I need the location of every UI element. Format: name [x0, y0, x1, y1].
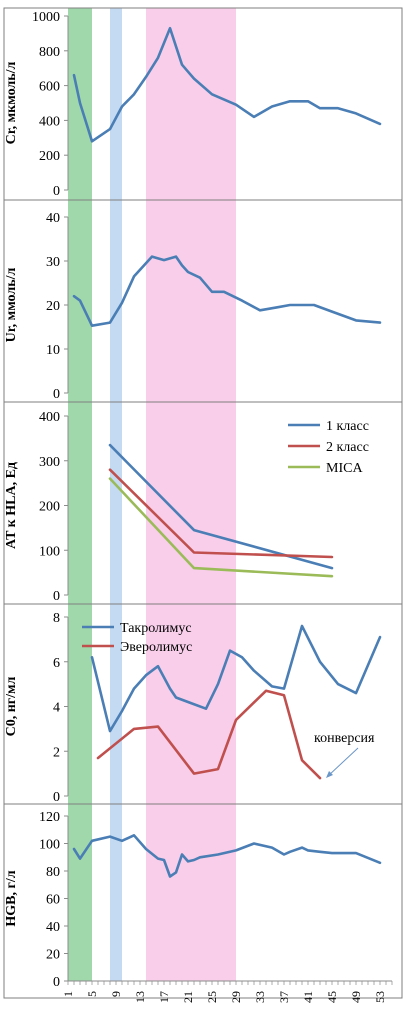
y-tick-label: 60	[46, 893, 60, 908]
legend-label: 1 класс	[326, 419, 369, 434]
y-tick-label: 20	[46, 299, 60, 314]
legend-label: Такролимус	[120, 621, 192, 636]
y-tick-label: 0	[53, 975, 60, 990]
y-tick-label: 80	[46, 865, 60, 880]
y-tick-label: 120	[39, 810, 60, 825]
x-tick-label: 21	[181, 991, 195, 1003]
legend: Такролимус Эверолимус	[82, 621, 192, 655]
y-tick-label: 0	[53, 184, 60, 199]
legend-label: Эверолимус	[120, 640, 192, 655]
y-tick-label: 2	[53, 745, 60, 760]
highlight-band	[68, 8, 92, 981]
annotation-label: конверсия	[314, 731, 375, 746]
series-line	[108, 477, 334, 578]
y-tick-label: 6	[53, 656, 60, 671]
y-tick-label: 200	[39, 500, 60, 515]
series-line	[72, 26, 382, 143]
series-line	[96, 689, 322, 780]
legend: 1 класс 2 класс MICA	[288, 419, 369, 476]
y-tick-label: 100	[39, 838, 60, 853]
y-tick-label: 300	[39, 455, 60, 470]
x-tick-label: 49	[349, 991, 363, 1003]
x-tick-label: 45	[325, 991, 339, 1003]
series-line	[90, 624, 382, 733]
y-tick-label: 0	[53, 790, 60, 805]
panel-frame	[3, 803, 403, 999]
y-tick-label: 0	[53, 589, 60, 604]
chart-panel: 0 2 4 6 8 C0, нг/мл Такролимус Эверолимус конвер…	[3, 603, 403, 805]
y-tick-label: 800	[39, 45, 60, 60]
x-tick-label: 41	[301, 991, 315, 1003]
series-line	[72, 255, 382, 328]
x-tick-label: 29	[229, 991, 243, 1003]
annotation-arrowhead	[326, 771, 333, 778]
chart-panel: 0 10 20 30 40 Ur, ммоль/л	[3, 199, 403, 403]
series-line	[72, 833, 382, 878]
y-tick-label: 100	[39, 544, 60, 559]
y-axis-label: C0, нг/мл	[4, 676, 19, 736]
chart-panel: 0 200 400 600 800 1000 Cr, мкмоль/л	[3, 7, 403, 201]
x-axis: 1 5 9 13 17 21 25 29 33 37 41 45 49 53	[61, 980, 393, 1003]
x-tick-label: 9	[109, 991, 123, 997]
y-tick-label: 4	[53, 701, 60, 716]
x-tick-label: 37	[277, 991, 291, 1003]
x-tick-label: 13	[133, 991, 147, 1003]
x-tick-label: 25	[205, 991, 219, 1003]
y-tick-label: 40	[46, 211, 60, 226]
x-tick-label: 33	[253, 991, 267, 1003]
y-tick-label: 600	[39, 80, 60, 95]
y-tick-label: 400	[39, 410, 60, 425]
x-tick-label: 17	[157, 991, 171, 1003]
x-tick-label: 53	[373, 991, 387, 1003]
x-tick-label: 5	[85, 991, 99, 997]
y-axis-label: HGB, г/л	[4, 870, 19, 926]
x-tick-label: 1	[61, 991, 75, 997]
y-axis-label: Cr, мкмоль/л	[4, 61, 19, 144]
series-line	[108, 468, 334, 559]
y-tick-label: 20	[46, 948, 60, 963]
y-tick-label: 1000	[32, 10, 60, 25]
highlight-bands	[68, 8, 236, 981]
y-tick-label: 400	[39, 114, 60, 129]
y-tick-label: 200	[39, 149, 60, 164]
y-axis-label: AT к HLA, Ед	[4, 462, 19, 549]
legend-label: MICA	[326, 461, 363, 476]
y-tick-label: 8	[53, 611, 60, 626]
y-tick-label: 40	[46, 920, 60, 935]
highlight-band	[110, 8, 122, 981]
y-axis-label: Ur, ммоль/л	[4, 267, 19, 342]
legend-label: 2 класс	[326, 440, 369, 455]
y-tick-label: 30	[46, 255, 60, 270]
annotation-arrow	[327, 747, 359, 777]
y-tick-label: 0	[53, 387, 60, 402]
highlight-band	[146, 8, 236, 981]
chart-panel: 0 20 40 60 80 100 120 HGB, г/л	[3, 803, 403, 999]
y-tick-label: 10	[46, 343, 60, 358]
